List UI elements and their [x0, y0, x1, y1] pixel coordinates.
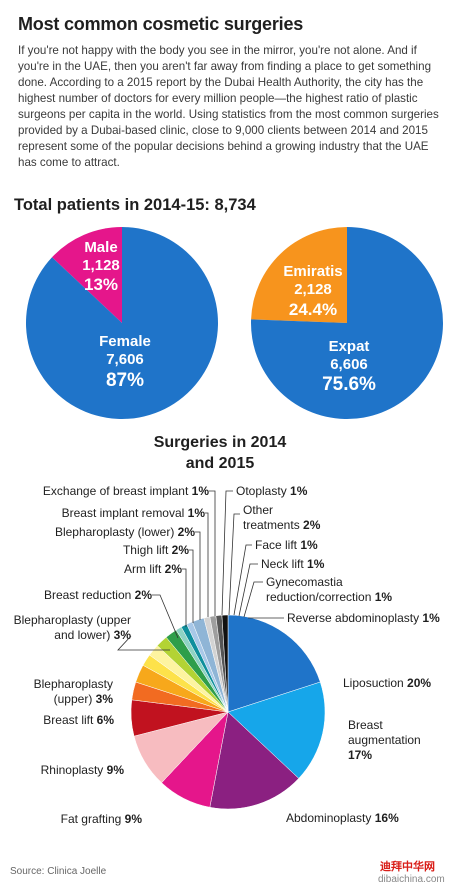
label-breast-augmentation-line-2: augmentation	[348, 733, 421, 747]
leader-line-blepharoplasty-lower	[195, 531, 201, 620]
leader-line-breast-implant-removal	[205, 512, 209, 617]
label-neck-lift: Neck lift 1%	[261, 557, 325, 571]
label-breast-lift: Breast lift 6%	[43, 713, 114, 727]
expat-count: 6,606	[330, 356, 368, 373]
label-face-lift: Face lift 1%	[255, 538, 318, 552]
pie-slice-liposuction	[227, 614, 321, 713]
label-reverse-abdominoplasty: Reverse abdominoplasty 1%	[287, 611, 440, 625]
pie-slice-emiratis	[251, 227, 347, 323]
pie-slice-reverse-abdominoplasty	[221, 614, 229, 713]
leader-line-breast-reduction	[152, 594, 179, 639]
label-other-treatments-line-1: Other	[243, 503, 273, 517]
label-gynecomastia-reduction-correction-line-1: Gynecomastia	[266, 575, 343, 589]
label-blepharoplasty-upper-line-1: Blepharoplasty	[34, 677, 113, 691]
pie-slice-male	[52, 227, 122, 323]
leader-line-exchange-of-breast-implant	[209, 490, 216, 616]
female-label: Female	[99, 333, 151, 350]
label-blepharoplasty-upper-line-2: (upper) 3%	[54, 692, 114, 706]
label-fat-grafting: Fat grafting 9%	[61, 812, 143, 826]
watermark-site: dibaichina.com	[378, 874, 445, 885]
leader-line-otoplasty	[221, 490, 233, 616]
label-blepharoplasty-upper-and-lower-line-2: and lower) 3%	[54, 628, 131, 642]
leader-line-other-treatments	[228, 513, 240, 616]
pie-slice-expat	[251, 227, 444, 420]
label-arm-lift: Arm lift 2%	[124, 562, 182, 576]
emiratis-label: Emiratis	[283, 263, 342, 280]
label-rhinoplasty: Rhinoplasty 9%	[41, 763, 125, 777]
pie-slice-female	[25, 227, 218, 420]
intro-paragraph: If you're not happy with the body you se…	[18, 44, 439, 169]
label-liposuction: Liposuction 20%	[343, 676, 431, 690]
pie-slice-abdominoplasty	[209, 711, 300, 810]
label-abdominoplasty: Abdominoplasty 16%	[286, 811, 399, 825]
source-note: Source: Clinica Joelle	[10, 866, 107, 877]
leader-line-neck-lift	[238, 563, 258, 617]
leader-line-blepharoplasty-upper-and-lower	[117, 635, 170, 651]
leader-line-face-lift	[233, 544, 252, 616]
female-percent: 87%	[106, 370, 144, 391]
label-breast-implant-removal: Breast implant removal 1%	[62, 506, 206, 520]
label-breast-augmentation-line-1: Breast	[348, 718, 383, 732]
emiratis-percent: 24.4%	[289, 300, 337, 319]
label-breast-reduction: Breast reduction 2%	[44, 588, 152, 602]
label-blepharoplasty-upper-and-lower-line-1: Blepharoplasty (upper	[14, 613, 131, 627]
male-label: Male	[84, 239, 117, 256]
surgeries-title-line-2: and 2015	[186, 455, 255, 472]
expat-percent: 75.6%	[322, 374, 376, 395]
emiratis-count: 2,128	[294, 281, 332, 298]
leader-line-thigh-lift	[189, 549, 194, 623]
label-gynecomastia-reduction-correction-line-2: reduction/correction 1%	[266, 590, 392, 604]
male-percent: 13%	[84, 275, 118, 294]
label-breast-augmentation-line-3: 17%	[348, 748, 372, 762]
female-count: 7,606	[106, 351, 144, 368]
expat-label: Expat	[329, 338, 370, 355]
label-exchange-of-breast-implant: Exchange of breast implant 1%	[43, 484, 209, 498]
surgeries-title-line-1: Surgeries in 2014	[154, 434, 287, 451]
label-other-treatments-line-2: treatments 2%	[243, 518, 321, 532]
page-title: Most common cosmetic surgeries	[18, 14, 304, 34]
pie-slice-breast-augmentation	[227, 681, 326, 779]
label-blepharoplasty-lower: Blepharoplasty (lower) 2%	[55, 525, 195, 539]
leader-line-arm-lift	[182, 568, 187, 627]
label-thigh-lift: Thigh lift 2%	[123, 543, 189, 557]
leader-line-gynecomastia-reduction-correction	[243, 581, 263, 618]
label-otoplasty: Otoplasty 1%	[236, 484, 308, 498]
total-patients-heading: Total patients in 2014-15: 8,734	[14, 196, 256, 214]
male-count: 1,128	[82, 257, 120, 274]
watermark-logo-text: 迪拜中华网	[380, 861, 435, 873]
